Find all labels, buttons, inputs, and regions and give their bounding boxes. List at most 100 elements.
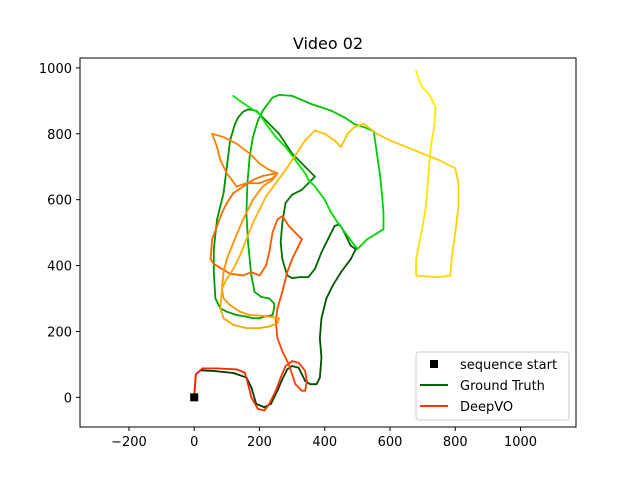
series-segment [252,119,259,138]
legend-marker-sequence-start [430,360,438,368]
series-segment [243,371,249,386]
series-segment [245,182,249,214]
series-segment [274,307,279,323]
series-segment [263,403,271,412]
series-segment [258,162,271,171]
series-segment [219,159,228,175]
series-segment [291,360,300,364]
series-segment [209,258,215,265]
series-segment [291,149,300,162]
series-segment [252,175,264,181]
legend-label-ground-truth: Ground Truth [460,379,545,394]
series-segment [281,215,290,227]
plot-frame [79,57,577,428]
series-segment [261,173,274,177]
series-segment [248,152,261,165]
series-segment [379,175,383,194]
series-segment [252,185,264,201]
series-segment [304,370,308,382]
series-segment [242,108,249,113]
series-segment [225,192,235,204]
x-tick-label: 0 [190,435,198,450]
series-segment [276,337,284,353]
sequence-start-marker [190,393,199,402]
series-segment [426,165,431,188]
series-segment [265,251,271,267]
series-segment [225,139,232,168]
series-segment [314,129,326,135]
series-segment [232,94,241,102]
series-segment [291,94,313,106]
series-segment [418,80,424,89]
series-segment [454,205,460,234]
chart-title: Video 02 [293,34,363,53]
series-segment [286,258,294,274]
y-tick-label: 600 [47,194,72,209]
series-segment [330,109,346,119]
series-segment [242,198,254,221]
series-segment [235,314,248,318]
series-segment [194,367,204,376]
series-segment [318,317,323,339]
series-segment [247,383,253,399]
series-segment [315,376,321,386]
series-segment [238,310,251,316]
series-segment [276,215,284,221]
series-segment [336,221,349,237]
series-segment [225,310,238,316]
series-segment [211,132,218,148]
series-segment [415,70,421,82]
series-segment [331,271,342,287]
series-segment [421,86,431,96]
y-axis: 0 200 400 600 800 1000 [39,62,80,406]
series-segment [421,205,427,227]
series-segment [428,93,437,109]
series-segment [349,244,357,250]
series-segment [222,136,238,145]
series-segment [449,254,453,277]
series-segment [362,122,378,135]
series-segment [258,264,267,277]
series-segment [245,221,254,241]
series-segment [216,192,225,221]
series-deepvo [193,70,460,412]
series-segment [261,178,274,188]
series-segment [250,396,259,410]
series-segment [353,122,365,129]
series-segment [333,139,342,148]
series-segment [307,178,316,188]
series-segment [219,287,223,310]
series-segment [291,365,300,369]
series-segment [271,218,279,234]
series-segment [294,383,303,392]
series-segment [279,241,284,260]
y-tick-label: 800 [47,128,72,143]
series-segment [232,185,245,194]
legend-box [415,351,570,421]
x-tick-label: 200 [247,435,272,450]
series-segment [211,132,225,138]
series-segment [343,116,356,125]
series-segment [212,370,235,374]
y-tick-label: 1000 [39,62,72,77]
series-segment [258,195,267,211]
series-segment [297,361,307,372]
series-segment [255,403,266,409]
series-segment [237,110,245,119]
series-segment [256,407,266,412]
series-segment [269,389,279,405]
series-segment [248,314,261,317]
series-segment [376,132,391,142]
x-tick-label: −200 [111,435,147,450]
series-segment [266,96,274,106]
series-segment [245,315,254,320]
y-tick-label: 400 [47,260,72,275]
series-segment [304,379,308,392]
series-segment [340,258,352,274]
series-segment [297,139,307,152]
series-segment [250,274,256,293]
series-segment [252,208,261,224]
series-segment [291,188,303,196]
series-segment [199,369,215,372]
